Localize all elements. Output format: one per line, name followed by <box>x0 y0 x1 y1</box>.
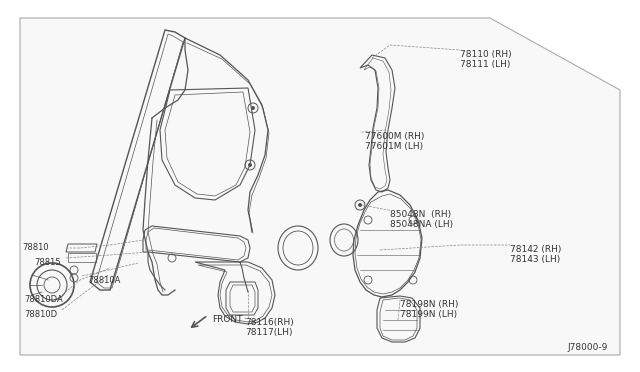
Circle shape <box>248 163 252 167</box>
Text: FRONT: FRONT <box>212 315 243 324</box>
Circle shape <box>251 106 255 110</box>
Text: 78116(RH)
78117(LH): 78116(RH) 78117(LH) <box>245 318 294 337</box>
Text: 78810: 78810 <box>22 243 49 252</box>
Text: 78815: 78815 <box>34 258 61 267</box>
Text: J78000-9: J78000-9 <box>568 343 608 352</box>
Text: 78810A: 78810A <box>88 276 120 285</box>
Text: 78198N (RH)
78199N (LH): 78198N (RH) 78199N (LH) <box>400 300 458 320</box>
Circle shape <box>358 203 362 207</box>
Text: 78810D: 78810D <box>24 310 57 319</box>
Text: 77600M (RH)
77601M (LH): 77600M (RH) 77601M (LH) <box>365 132 424 151</box>
Polygon shape <box>20 18 620 355</box>
Text: 78110 (RH)
78111 (LH): 78110 (RH) 78111 (LH) <box>460 50 511 70</box>
Text: 85048N  (RH)
85048NA (LH): 85048N (RH) 85048NA (LH) <box>390 210 453 230</box>
Text: 78142 (RH)
78143 (LH): 78142 (RH) 78143 (LH) <box>510 245 561 264</box>
Text: 78810DA: 78810DA <box>24 295 63 304</box>
